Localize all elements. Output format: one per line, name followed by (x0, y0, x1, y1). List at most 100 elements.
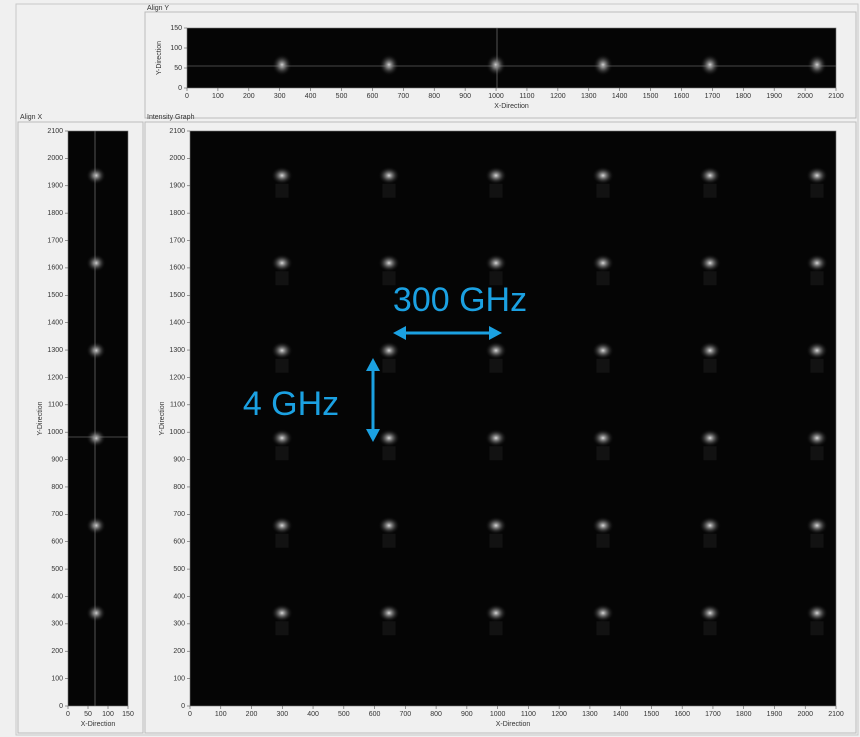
y-tick-label: 1500 (47, 292, 63, 299)
y-axis-label: Y-Direction (159, 401, 166, 435)
y-tick-label: 2100 (169, 128, 185, 135)
y-tick-label: 1200 (169, 374, 185, 381)
x-tick-label: 1100 (519, 93, 534, 100)
y-tick-label: 300 (173, 621, 185, 628)
x-axis-label: X-Direction (494, 103, 529, 110)
x-tick-label: 1200 (550, 93, 566, 100)
y-axis-label: Y-Direction (156, 41, 163, 75)
y-tick-label: 1700 (47, 237, 63, 244)
y-tick-label: 800 (173, 484, 185, 491)
y-tick-label: 150 (170, 25, 182, 32)
x-tick-label: 300 (276, 711, 288, 718)
x-tick-label: 400 (307, 711, 319, 718)
x-tick-label: 700 (397, 93, 409, 100)
y-tick-label: 100 (51, 675, 63, 682)
y-tick-label: 1900 (169, 183, 185, 190)
x-tick-label: 0 (188, 711, 192, 718)
x-tick-label: 1600 (674, 93, 690, 100)
y-tick-label: 900 (51, 456, 63, 463)
y-tick-label: 1100 (170, 402, 185, 409)
x-tick-label: 1600 (674, 711, 690, 718)
x-tick-label: 1900 (766, 93, 782, 100)
x-tick-label: 1000 (490, 711, 506, 718)
y-tick-label: 600 (173, 539, 185, 546)
y-tick-label: 1600 (169, 265, 185, 272)
y-tick-label: 300 (51, 621, 63, 628)
x-tick-label: 400 (305, 93, 317, 100)
x-tick-label: 1200 (551, 711, 567, 718)
x-tick-label: 600 (367, 93, 379, 100)
x-tick-label: 1100 (521, 711, 536, 718)
x-tick-label: 1300 (581, 93, 597, 100)
x-tick-label: 1900 (767, 711, 783, 718)
x-tick-label: 200 (246, 711, 258, 718)
y-tick-label: 1200 (47, 374, 63, 381)
y-tick-label: 2100 (47, 128, 63, 135)
x-tick-label: 0 (185, 93, 189, 100)
x-tick-label: 800 (428, 93, 440, 100)
y-tick-label: 800 (51, 484, 63, 491)
panel-title: Align Y (147, 5, 169, 12)
x-tick-label: 100 (102, 711, 114, 718)
x-tick-label: 900 (459, 93, 471, 100)
y-tick-label: 0 (178, 85, 182, 92)
y-tick-label: 400 (51, 593, 63, 600)
x-axis-label: X-Direction (496, 721, 531, 728)
y-tick-label: 1600 (47, 265, 63, 272)
screenshot: 300 GHz 4 GHz Align Y X-Direction Y-Direct… (0, 0, 860, 737)
y-tick-label: 0 (181, 703, 185, 710)
y-tick-label: 1400 (169, 320, 185, 327)
x-tick-label: 100 (212, 93, 224, 100)
x-tick-label: 2000 (797, 93, 813, 100)
x-tick-label: 100 (215, 711, 227, 718)
x-tick-label: 2100 (828, 93, 844, 100)
y-tick-label: 1500 (169, 292, 185, 299)
panel-title: Align X (20, 114, 43, 121)
y-tick-label: 200 (173, 648, 185, 655)
intensity-image (68, 131, 128, 656)
x-tick-label: 1800 (736, 711, 752, 718)
x-tick-label: 2000 (797, 711, 813, 718)
y-tick-label: 1000 (47, 429, 63, 436)
annotation: 300 GHz (393, 281, 527, 319)
x-tick-label: 800 (430, 711, 442, 718)
x-tick-label: 500 (336, 93, 348, 100)
y-tick-label: 100 (170, 45, 182, 52)
panel-title: Intensity Graph (147, 114, 195, 121)
y-tick-label: 1400 (47, 320, 63, 327)
y-tick-label: 1900 (47, 183, 63, 190)
x-tick-label: 500 (338, 711, 350, 718)
x-tick-label: 2100 (828, 711, 844, 718)
y-tick-label: 100 (173, 675, 185, 682)
y-tick-label: 1800 (47, 210, 63, 217)
x-tick-label: 1000 (488, 93, 504, 100)
y-tick-label: 1700 (169, 237, 185, 244)
x-tick-label: 1400 (612, 93, 628, 100)
x-tick-label: 600 (369, 711, 381, 718)
y-tick-label: 50 (174, 65, 182, 72)
y-tick-label: 1000 (169, 429, 185, 436)
x-tick-label: 1300 (582, 711, 598, 718)
x-tick-label: 50 (84, 711, 92, 718)
y-tick-label: 400 (173, 593, 185, 600)
annotation: 4 GHz (243, 385, 339, 423)
x-tick-label: 200 (243, 93, 255, 100)
y-tick-label: 1800 (169, 210, 185, 217)
y-tick-label: 700 (51, 511, 63, 518)
y-tick-label: 1100 (48, 402, 63, 409)
y-tick-label: 900 (173, 456, 185, 463)
y-tick-label: 500 (51, 566, 63, 573)
x-tick-label: 300 (274, 93, 286, 100)
y-tick-label: 2000 (47, 155, 63, 162)
y-axis-label: Y-Direction (37, 401, 44, 435)
x-tick-label: 1700 (705, 93, 721, 100)
x-tick-label: 900 (461, 711, 473, 718)
y-tick-label: 200 (51, 648, 63, 655)
x-tick-label: 1800 (735, 93, 751, 100)
x-tick-label: 1500 (643, 93, 659, 100)
x-tick-label: 0 (66, 711, 70, 718)
y-tick-label: 2000 (169, 155, 185, 162)
x-tick-label: 1400 (613, 711, 629, 718)
y-tick-label: 600 (51, 539, 63, 546)
intensity-image (228, 28, 836, 88)
